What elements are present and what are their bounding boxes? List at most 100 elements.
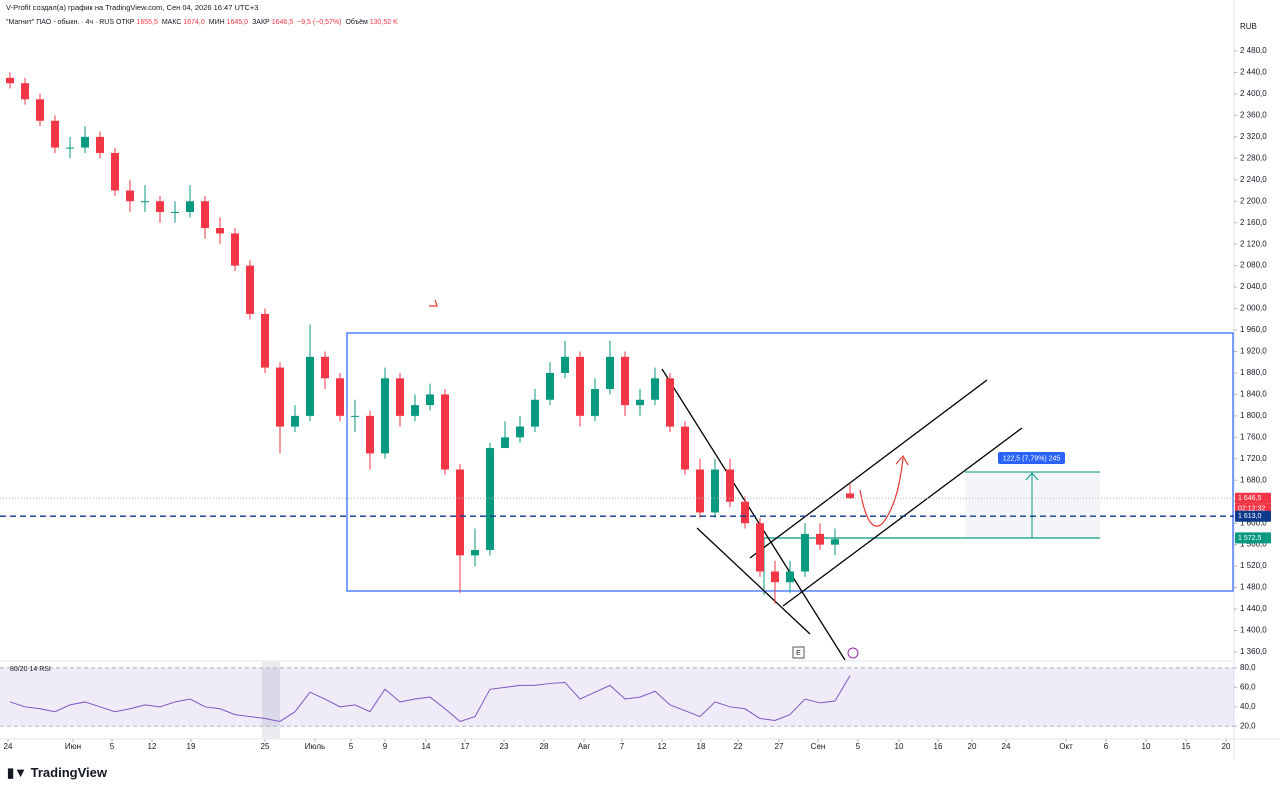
x-tick-label: 9 [383,742,388,751]
y-tick-label: 1 960,0 [1240,325,1267,334]
x-tick-label: 16 [934,742,943,751]
y-tick-label: 1 520,0 [1240,561,1267,570]
y-tick-label: 1 400,0 [1240,626,1267,635]
candle-body [6,77,14,84]
candle-body [246,265,254,314]
x-tick-label: 10 [1142,742,1151,751]
x-tick-label: Сен [811,742,826,751]
attribution: V-Profit создал(а) график на TradingView… [6,3,259,12]
candle-body [456,469,464,556]
candle-body [471,550,479,556]
candle-body [561,356,569,373]
range-box [346,332,1234,592]
countdown-bg [1235,503,1271,514]
y-tick-label: 2 080,0 [1240,261,1267,270]
candle-body [111,152,119,191]
y-tick-label: 1 360,0 [1240,647,1267,656]
trend-line [749,379,988,559]
candle-body [681,426,689,470]
candle-body [501,437,509,449]
x-tick-label: 24 [4,742,13,751]
rsi-band [0,667,1234,727]
price-marker [1235,532,1271,544]
y-tick-label: 2 320,0 [1240,132,1267,141]
logo[interactable]: ▮▼ TradingView [7,765,107,780]
x-tick-label: 12 [658,742,667,751]
y-tick-label: 2 440,0 [1240,68,1267,77]
candle-body [516,426,524,438]
y-tick-label: 1 920,0 [1240,347,1267,356]
candle-body [276,367,284,427]
candle-body [726,469,734,502]
y-tick-label: 2 400,0 [1240,89,1267,98]
x-tick-label: 15 [1182,742,1191,751]
candle-body [306,356,314,416]
legend-label: ОТКР [116,19,135,26]
candle-body [666,378,674,427]
indicator-title: 80/20 14 RSI [10,666,51,673]
price-marker-label: 1 646,5 [1238,495,1261,502]
earnings-marker[interactable] [792,646,805,659]
candle-body [606,356,614,390]
candle-body [756,523,764,572]
currency: RUB [1240,22,1257,31]
x-tick-label: 10 [895,742,904,751]
candle-body [711,469,719,513]
x-tick-label: 7 [620,742,625,751]
candle-body [201,201,209,229]
measure-label-bg [998,452,1065,464]
candle-body [786,571,794,583]
legend-value: −9,5 (−0,57%) [297,19,342,26]
y-tick-label: 1 680,0 [1240,475,1267,484]
forecast-arrow-head [895,454,909,466]
x-tick-label: 12 [148,742,157,751]
candle-body [576,356,584,416]
y-tick-label: 1 800,0 [1240,411,1267,420]
y-tick-label: 40,0 [1240,702,1256,711]
x-tick-label: 25 [261,742,270,751]
logo-text: TradingView [30,765,107,780]
y-tick-label: 60,0 [1240,682,1256,691]
candle-body [126,190,134,202]
candle-body [696,469,704,513]
legend-value: 1646,5 [271,19,294,26]
candle-body [636,399,644,406]
x-tick-label: 20 [968,742,977,751]
x-tick-label: 24 [1002,742,1011,751]
candle-body [816,533,824,545]
y-tick-label: 2 480,0 [1240,46,1267,55]
y-tick-label: 2 040,0 [1240,282,1267,291]
x-tick-label: Авг [578,742,591,751]
y-tick-label: 2 120,0 [1240,239,1267,248]
x-tick-label: 18 [697,742,706,751]
price-marker [1235,492,1271,504]
price-marker-label: 1 613,0 [1238,513,1261,520]
y-tick-label: 1 720,0 [1240,454,1267,463]
candle-body [426,394,434,406]
y-tick-label: 1 840,0 [1240,390,1267,399]
y-tick-label: 2 160,0 [1240,218,1267,227]
y-tick-label: 1 880,0 [1240,368,1267,377]
x-tick-label: 5 [110,742,115,751]
trend-line [782,427,1023,607]
candle-body [261,313,269,368]
y-tick-label: 2 280,0 [1240,153,1267,162]
candle-body [231,233,239,266]
candle-body [771,571,779,583]
candle-body [291,415,299,427]
candle-body [21,83,29,100]
marker [429,299,438,307]
x-tick-label: 17 [461,742,470,751]
trend-line [661,368,846,661]
y-tick-label: 1 480,0 [1240,583,1267,592]
legend-label: МАКС [161,19,182,26]
candle-body [846,493,854,499]
event-marker[interactable] [847,647,859,659]
candle-body [66,147,74,149]
candle-body [141,201,149,203]
x-tick-label: 23 [500,742,509,751]
legend-value: 1645,0 [226,19,249,26]
legend-value: 1674,0 [183,19,205,26]
